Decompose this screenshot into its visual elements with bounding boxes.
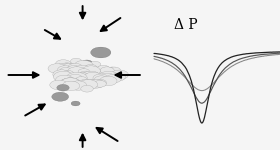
Circle shape — [60, 79, 73, 86]
Circle shape — [54, 73, 67, 80]
Circle shape — [79, 71, 93, 79]
Circle shape — [97, 65, 110, 72]
Circle shape — [52, 92, 69, 101]
Circle shape — [82, 71, 100, 81]
Circle shape — [88, 79, 104, 88]
Circle shape — [79, 80, 98, 90]
Circle shape — [106, 74, 121, 83]
Circle shape — [57, 66, 73, 74]
Circle shape — [74, 65, 92, 75]
Circle shape — [91, 47, 111, 58]
Circle shape — [65, 82, 77, 88]
Circle shape — [84, 72, 102, 82]
Circle shape — [78, 69, 90, 75]
Circle shape — [66, 72, 87, 84]
Circle shape — [107, 67, 117, 72]
Circle shape — [48, 64, 66, 73]
Circle shape — [71, 101, 80, 106]
Circle shape — [61, 78, 80, 88]
Circle shape — [62, 64, 75, 71]
Circle shape — [68, 63, 83, 71]
Circle shape — [76, 77, 87, 83]
Circle shape — [53, 70, 70, 79]
Circle shape — [111, 73, 125, 81]
Circle shape — [93, 74, 108, 82]
Circle shape — [98, 73, 116, 83]
Circle shape — [94, 76, 108, 83]
Circle shape — [89, 61, 101, 68]
Circle shape — [57, 63, 71, 71]
Circle shape — [50, 80, 68, 90]
Circle shape — [55, 60, 71, 68]
Circle shape — [81, 85, 93, 92]
Circle shape — [53, 71, 74, 82]
Circle shape — [67, 67, 86, 77]
Circle shape — [98, 71, 119, 83]
Circle shape — [81, 66, 100, 76]
Circle shape — [81, 60, 92, 66]
Circle shape — [77, 80, 94, 88]
Circle shape — [107, 67, 121, 74]
Circle shape — [61, 78, 80, 88]
Circle shape — [111, 70, 129, 80]
Circle shape — [94, 79, 106, 86]
Circle shape — [76, 73, 90, 80]
Circle shape — [72, 74, 85, 81]
Circle shape — [57, 84, 69, 91]
Circle shape — [99, 76, 117, 86]
Circle shape — [85, 64, 97, 71]
Circle shape — [74, 60, 93, 70]
Circle shape — [60, 68, 71, 74]
Circle shape — [68, 74, 82, 82]
Circle shape — [100, 67, 114, 75]
Circle shape — [69, 81, 87, 90]
Text: Δ P: Δ P — [174, 18, 197, 32]
Circle shape — [66, 66, 82, 74]
Circle shape — [71, 58, 82, 64]
Circle shape — [61, 70, 74, 77]
Circle shape — [55, 75, 73, 85]
Circle shape — [94, 81, 106, 87]
Circle shape — [62, 81, 80, 91]
Circle shape — [59, 63, 74, 71]
Circle shape — [84, 79, 99, 87]
